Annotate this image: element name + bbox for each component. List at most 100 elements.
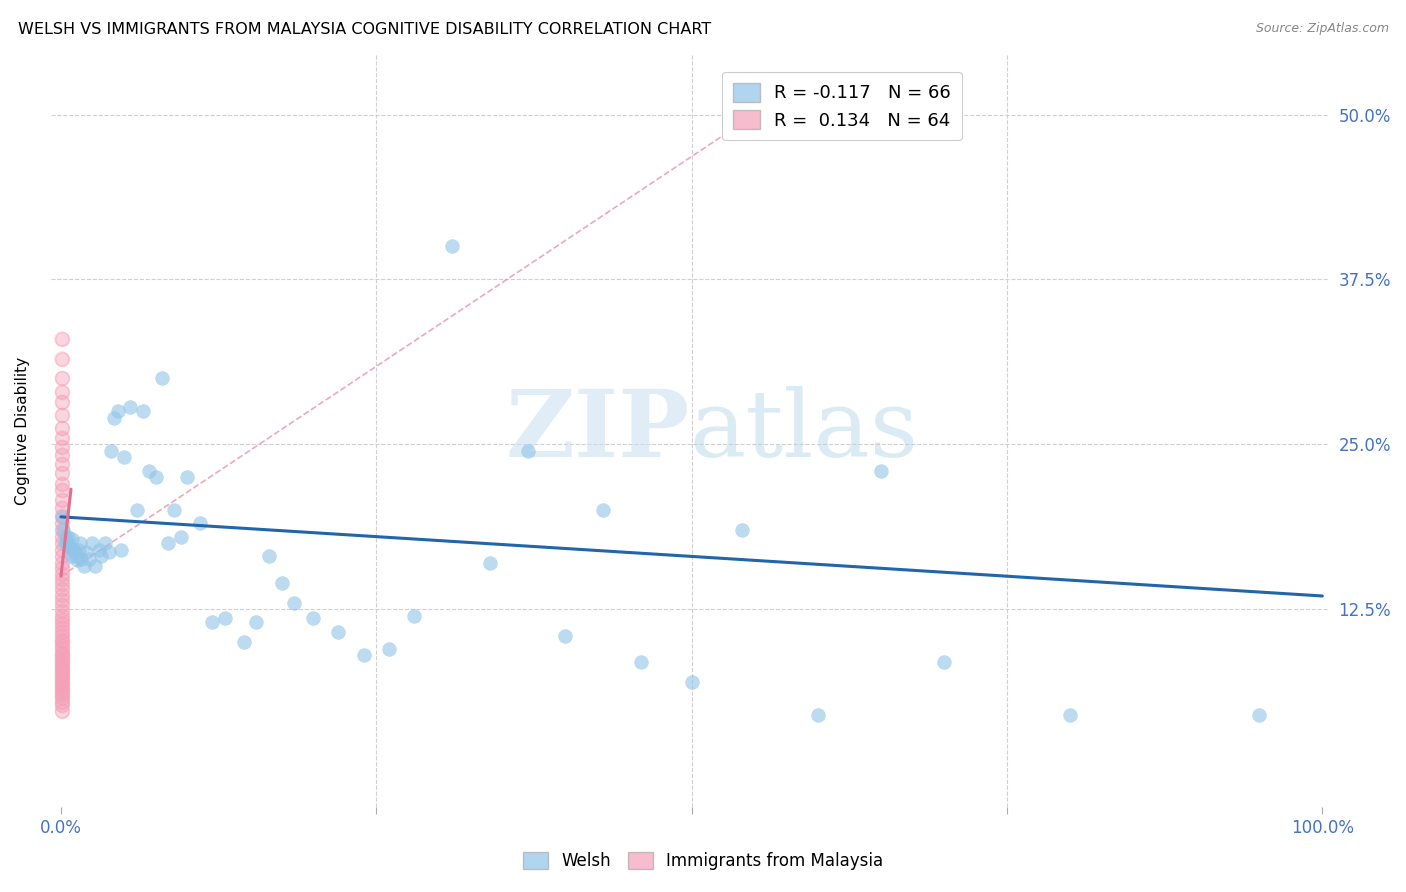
Point [51,599,73,613]
Point [51,646,73,660]
Legend: R = -0.117   N = 66, R =  0.134   N = 64: R = -0.117 N = 66, R = 0.134 N = 64 [721,71,962,140]
Point [51,440,73,454]
Text: WELSH VS IMMIGRANTS FROM MALAYSIA COGNITIVE DISABILITY CORRELATION CHART: WELSH VS IMMIGRANTS FROM MALAYSIA COGNIT… [18,22,711,37]
Point [51,672,73,686]
Point [51,395,73,409]
Point [932,655,955,669]
Point [84,558,107,573]
Point [283,596,305,610]
Point [51,384,73,399]
Point [132,404,155,418]
Point [66,553,89,567]
Point [51,664,73,678]
Point [51,616,73,631]
Point [51,698,73,713]
Point [51,641,73,656]
Point [51,632,73,647]
Point [51,694,73,708]
Point [51,635,73,649]
Point [51,593,73,607]
Point [51,641,73,656]
Point [51,682,73,697]
Point [51,704,73,718]
Point [51,629,73,643]
Point [554,629,576,643]
Point [51,603,73,617]
Text: ZIP: ZIP [506,386,690,476]
Point [51,492,73,507]
Point [51,674,73,689]
Point [163,503,186,517]
Point [51,648,73,663]
Point [201,615,224,630]
Point [51,632,73,647]
Point [51,616,73,631]
Point [176,470,198,484]
Point [97,545,120,559]
Point [328,624,350,639]
Point [51,448,73,462]
Point [869,464,891,478]
Point [51,508,73,523]
Point [65,549,87,564]
Point [145,470,167,484]
Point [51,651,73,665]
Point [51,561,73,575]
Point [53,536,76,550]
Point [51,457,73,471]
Point [51,690,73,705]
Point [378,641,401,656]
Point [82,536,104,550]
Point [138,464,160,478]
Point [51,624,73,639]
Point [257,549,280,564]
Point [51,467,73,481]
Point [51,621,73,635]
Point [478,556,501,570]
Point [107,404,129,418]
Point [87,542,110,557]
Point [77,552,100,566]
Point [51,677,73,691]
Point [51,351,73,366]
Point [51,666,73,681]
Point [51,572,73,586]
Point [51,577,73,591]
Point [302,611,325,625]
Point [51,431,73,445]
Point [51,669,73,683]
Point [51,467,73,481]
Point [51,635,73,649]
Point [72,558,94,573]
Point [51,549,73,564]
Point [55,530,77,544]
Point [51,657,73,671]
Point [404,608,426,623]
Point [51,688,73,702]
Point [51,661,73,675]
Point [1059,707,1081,722]
Point [51,542,73,557]
Point [592,503,614,517]
Point [51,698,73,713]
Point [51,409,73,423]
Text: Source: ZipAtlas.com: Source: ZipAtlas.com [1256,22,1389,36]
Point [51,508,73,523]
Point [51,629,73,643]
Point [51,680,73,694]
Point [62,542,84,557]
Point [51,536,73,550]
Point [51,603,73,617]
Point [51,666,73,681]
Point [51,669,73,683]
Point [51,523,73,537]
Point [51,677,73,691]
Point [440,239,463,253]
Point [1249,707,1271,722]
Point [51,384,73,399]
Point [51,659,73,673]
Point [51,654,73,668]
Point [51,613,73,627]
Point [51,500,73,515]
Point [52,523,75,537]
